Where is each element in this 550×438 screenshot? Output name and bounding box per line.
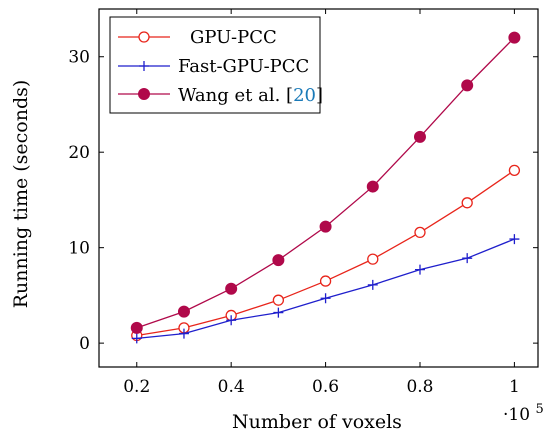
legend-label-wang-ref-link[interactable]: 20 xyxy=(293,85,316,106)
series-line-fast-gpu-pcc xyxy=(136,238,515,340)
data-point-fast-gpu-pcc xyxy=(226,315,237,326)
y-tick-label: 20 xyxy=(68,143,90,163)
data-point-wang xyxy=(177,305,190,318)
series-fast-gpu-pcc xyxy=(131,234,520,344)
series-line-gpu-pcc xyxy=(136,169,515,337)
x-axis-multiplier: ·10 5 xyxy=(503,402,544,425)
y-tick-label: 30 xyxy=(68,48,90,68)
plot-frame xyxy=(98,8,539,368)
legend-marker-wang xyxy=(138,88,150,100)
x-tick-label: 0.2 xyxy=(123,377,150,397)
data-point-fast-gpu-pcc xyxy=(178,328,189,339)
series-layer xyxy=(130,31,521,344)
data-point-wang xyxy=(225,282,238,295)
data-point-wang xyxy=(272,254,285,267)
data-point-wang xyxy=(413,130,426,143)
data-point-fast-gpu-pcc xyxy=(509,234,520,245)
data-point-gpu-pcc xyxy=(319,275,332,287)
x-axis-multiplier-exponent: 5 xyxy=(535,402,543,417)
x-tick-label: 1 xyxy=(509,377,520,397)
series-gpu-pcc xyxy=(131,164,521,342)
data-point-gpu-pcc xyxy=(508,164,521,176)
legend-entry-wang: Wang et al. [20] xyxy=(118,85,323,106)
data-point-wang xyxy=(130,321,143,334)
data-point-fast-gpu-pcc xyxy=(131,333,142,344)
legend-entry-gpu-pcc: GPU-PCC xyxy=(118,27,277,48)
data-point-wang xyxy=(319,220,332,233)
legend-label-fast-gpu-pcc: Fast-GPU-PCC xyxy=(178,56,309,77)
x-axis-label: Number of voxels xyxy=(232,411,402,433)
data-point-wang xyxy=(508,31,521,44)
legend-label-gpu-pcc: GPU-PCC xyxy=(190,27,277,48)
x-tick-label: 0.8 xyxy=(406,377,433,397)
data-point-gpu-pcc xyxy=(367,253,379,265)
x-tick-label: 0.4 xyxy=(218,377,245,397)
y-tick-label: 0 xyxy=(79,334,90,354)
legend-label-wang-close: ] xyxy=(316,85,323,106)
data-point-fast-gpu-pcc xyxy=(367,279,378,290)
x-tick-label: 0.6 xyxy=(312,377,339,397)
legend-marker-fast-gpu-pcc xyxy=(139,61,149,71)
x-axis-multiplier-base: ·10 xyxy=(503,405,530,425)
legend: GPU-PCC Fast-GPU-PCC Wang et al. [20] xyxy=(109,16,323,114)
y-tick-label: 10 xyxy=(68,239,90,259)
data-point-fast-gpu-pcc xyxy=(273,307,284,318)
data-point-gpu-pcc xyxy=(461,197,473,209)
legend-entry-fast-gpu-pcc: Fast-GPU-PCC xyxy=(118,56,309,77)
data-point-fast-gpu-pcc xyxy=(414,264,425,275)
legend-label-wang: Wang et al. [20] xyxy=(178,85,323,106)
data-point-gpu-pcc xyxy=(414,226,426,239)
data-point-gpu-pcc xyxy=(272,294,285,306)
legend-label-wang-text: Wang et al. [ xyxy=(178,85,293,106)
data-point-wang xyxy=(461,79,474,92)
y-axis-label: Running time (seconds) xyxy=(10,80,32,309)
legend-marker-gpu-pcc xyxy=(138,31,150,43)
data-point-fast-gpu-pcc xyxy=(462,253,473,264)
series-wang xyxy=(130,31,521,334)
data-point-wang xyxy=(366,180,379,193)
data-point-fast-gpu-pcc xyxy=(320,293,331,304)
